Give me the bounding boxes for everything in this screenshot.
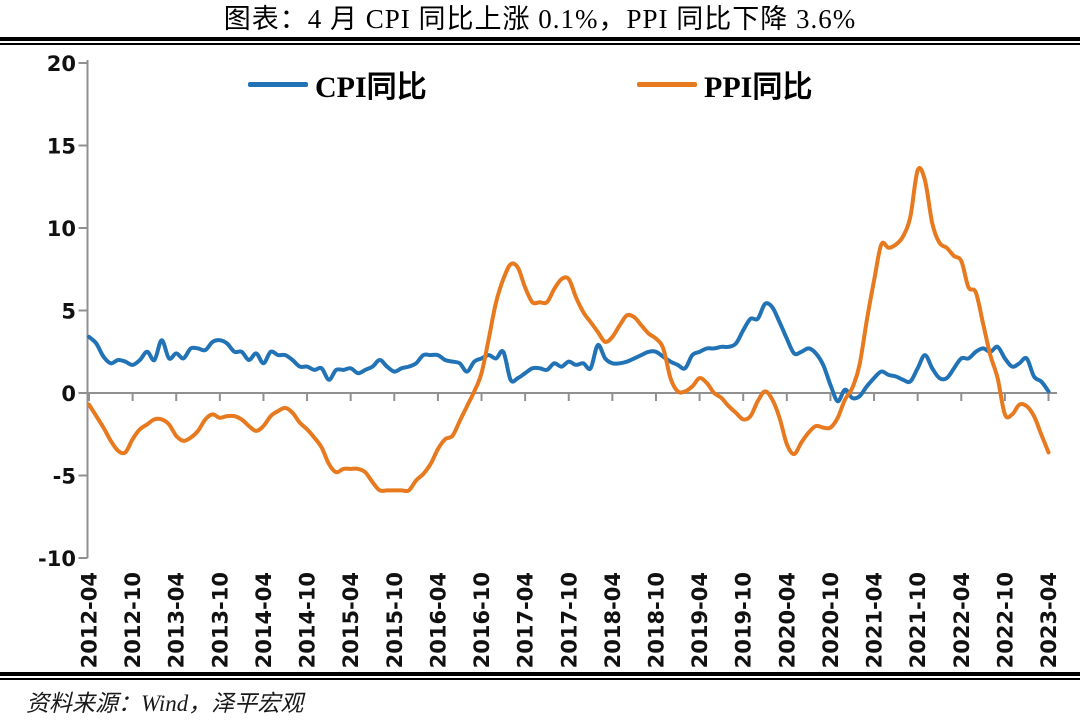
x-tick-label: 2016-10 — [470, 572, 494, 668]
y-tick-label: 5 — [61, 300, 76, 324]
x-tick-label: 2019-10 — [732, 572, 756, 668]
x-tick-label: 2015-10 — [383, 572, 407, 668]
x-tick-label: 2016-04 — [426, 572, 450, 668]
x-tick-label: 2022-04 — [950, 572, 974, 668]
x-tick-label: 2013-10 — [208, 572, 232, 668]
bottom-divider-thick — [0, 672, 1080, 676]
x-tick-label: 2022-10 — [993, 572, 1017, 668]
x-tick-label: 2018-10 — [644, 572, 668, 668]
data-source-caption: 资料来源：Wind，泽平宏观 — [26, 691, 304, 716]
x-tick-label: 2021-04 — [863, 572, 887, 668]
cpi-line-swatch — [248, 81, 308, 87]
y-tick-label: 0 — [61, 382, 76, 406]
ppi-line — [87, 166, 1051, 494]
legend-label-cpi: CPI同比 — [315, 71, 427, 104]
x-tick-label: 2013-04 — [165, 572, 189, 668]
x-tick-label: 2023-04 — [1037, 572, 1061, 668]
x-tick-label: 2019-04 — [688, 572, 712, 668]
x-tick-label: 2012-04 — [78, 572, 102, 668]
x-tick-label: 2017-10 — [557, 572, 581, 668]
y-tick-label: 15 — [47, 135, 76, 159]
x-tick-label: 2021-10 — [906, 572, 930, 668]
y-tick-label: -10 — [38, 547, 76, 571]
chart-title: 图表：4 月 CPI 同比上涨 0.1%，PPI 同比下降 3.6% — [223, 4, 857, 34]
x-tick-label: 2014-04 — [252, 572, 276, 668]
y-tick-label: 10 — [47, 217, 76, 241]
top-divider-thin — [0, 43, 1080, 45]
x-tick-label: 2018-04 — [601, 572, 625, 668]
ppi-line-swatch — [637, 81, 697, 87]
top-divider-thick — [0, 37, 1080, 41]
legend-label-ppi: PPI同比 — [704, 71, 813, 104]
y-tick-label: 20 — [47, 52, 76, 76]
cpi-line — [87, 301, 1051, 404]
x-tick-label: 2015-04 — [339, 572, 363, 668]
x-tick-label: 2017-04 — [514, 572, 538, 668]
x-tick-label: 2014-10 — [296, 572, 320, 668]
x-tick-label: 2020-10 — [819, 572, 843, 668]
bottom-divider-thin — [0, 678, 1080, 680]
x-tick-label: 2012-10 — [121, 572, 145, 668]
legend-item-cpi: CPI同比 — [248, 66, 427, 104]
y-tick-label: -5 — [53, 465, 76, 489]
legend-item-ppi: PPI同比 — [637, 66, 812, 104]
x-tick-label: 2020-04 — [775, 572, 799, 668]
